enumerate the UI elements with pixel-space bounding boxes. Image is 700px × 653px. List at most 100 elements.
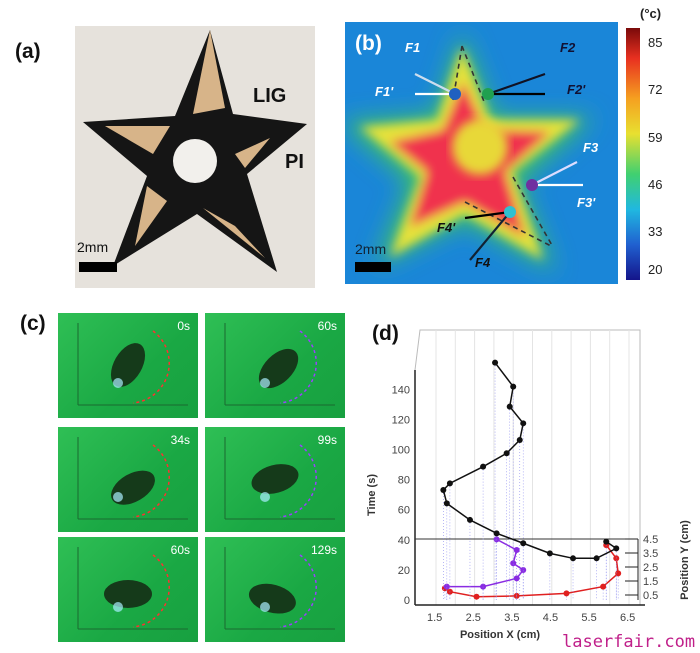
force-f4p: F4' (437, 220, 456, 235)
z-tick-label: 100 (392, 445, 410, 457)
frame-time: 34s (170, 433, 190, 447)
y-axis-label: Position Y (cm) (679, 520, 691, 600)
y-tick-label: 4.5 (643, 534, 658, 546)
colorbar-tick: 20 (648, 262, 663, 277)
data-point (473, 593, 480, 600)
panel-a-label: (a) (15, 40, 41, 63)
colorbar (626, 28, 640, 280)
data-point (440, 486, 447, 493)
watermark: laserfair.com (562, 632, 696, 652)
y-tick-label: 2.5 (643, 562, 658, 574)
data-point (570, 555, 577, 562)
pi-region (193, 30, 225, 114)
colorbar-tick: 46 (648, 177, 663, 192)
frame-time: 99s (317, 433, 337, 447)
frame-drawing (77, 323, 188, 406)
force-f2: F2 (560, 40, 576, 55)
frame-drawing (77, 547, 188, 630)
scale-bar (355, 262, 391, 272)
robot-body (248, 583, 296, 614)
video-frame: 60s (205, 313, 345, 418)
colorbar-tick: 33 (648, 224, 663, 239)
robot-body (104, 580, 152, 608)
y-tick-label: 3.5 (643, 548, 658, 560)
force-f2p: F2' (567, 82, 586, 97)
data-point (510, 560, 517, 567)
data-point (493, 530, 500, 537)
colorbar-tick: 72 (648, 82, 663, 97)
frame-time: 60s (170, 543, 190, 557)
data-point (516, 437, 523, 444)
data-point (443, 583, 450, 590)
data-point (480, 463, 487, 470)
label-lig: LIG (253, 85, 286, 107)
data-point (513, 575, 520, 582)
x-axis-label: Position X (cm) (460, 629, 540, 641)
video-frame: 129s (205, 537, 345, 642)
colorbar-unit: (°c) (640, 6, 662, 21)
video-frame: 60s (58, 537, 198, 642)
data-point (520, 567, 527, 574)
panel-c-label: (c) (20, 312, 46, 335)
label-pi: PI (285, 151, 304, 173)
data-point (503, 450, 510, 457)
y-tick-label: 0.5 (643, 590, 658, 602)
trajectory-chart: 1.5 2.5 3.5 4.5 5.5 6.5 0 20 40 60 80 100 120 140 0.5 1… (366, 329, 691, 641)
robot-body (258, 348, 299, 389)
series-line (444, 544, 619, 598)
frame-time: 60s (317, 319, 337, 333)
data-point (615, 570, 622, 577)
x-tick-label: 1.5 (427, 612, 442, 624)
x-tick-label: 3.5 (504, 612, 519, 624)
panel-b-thermal: (b) F1 F1' F2 F2' F3 F3' F4 F4' 2mm (345, 22, 618, 284)
robot-body (110, 343, 146, 387)
video-frame: 34s (58, 427, 198, 532)
z-tick-label: 40 (398, 535, 410, 547)
z-tick-label: 140 (392, 384, 410, 396)
robot-body (251, 464, 299, 494)
colorbar-tick: 59 (648, 130, 663, 145)
data-point (443, 500, 450, 507)
z-tick-label: 120 (392, 414, 410, 426)
robot-body (111, 470, 155, 505)
data-point (520, 540, 527, 547)
z-axis-label: Time (s) (366, 474, 378, 516)
data-point (510, 383, 517, 390)
frame-drawing (224, 547, 335, 630)
scale-text: 2mm (355, 241, 386, 257)
colorbar-tick: 85 (648, 35, 663, 50)
x-tick-label: 2.5 (466, 612, 481, 624)
data-point (480, 583, 487, 590)
data-point (613, 545, 620, 552)
panel-b-label: (b) (355, 32, 382, 55)
z-tick-label: 80 (398, 475, 410, 487)
force-f1: F1 (405, 40, 420, 55)
force-f3p: F3' (577, 195, 596, 210)
data-point (492, 359, 499, 366)
force-f4: F4 (475, 255, 491, 270)
x-tick-label: 6.5 (620, 612, 635, 624)
x-tick-label: 4.5 (543, 612, 558, 624)
data-point (603, 538, 610, 545)
y-tick-label: 1.5 (643, 576, 658, 588)
data-point (506, 403, 513, 410)
data-point (546, 550, 553, 557)
z-tick-label: 20 (398, 565, 410, 577)
data-point (520, 420, 527, 427)
frame-time: 129s (310, 543, 337, 557)
data-point (446, 480, 453, 487)
frame-drawing (224, 323, 335, 406)
data-point (466, 516, 473, 523)
data-point (513, 547, 520, 554)
video-frame: 99s (205, 427, 345, 532)
z-tick-label: 60 (398, 505, 410, 517)
data-point (600, 583, 607, 590)
z-tick-label: 0 (404, 595, 410, 607)
scale-bar (79, 262, 117, 272)
panel-a-photo: LIG PI 2mm (75, 26, 315, 288)
data-point (563, 590, 570, 597)
scale-text: 2mm (77, 239, 108, 255)
frame-drawing (224, 437, 335, 520)
x-tick-label: 5.5 (581, 612, 596, 624)
frame-time: 0s (177, 319, 190, 333)
